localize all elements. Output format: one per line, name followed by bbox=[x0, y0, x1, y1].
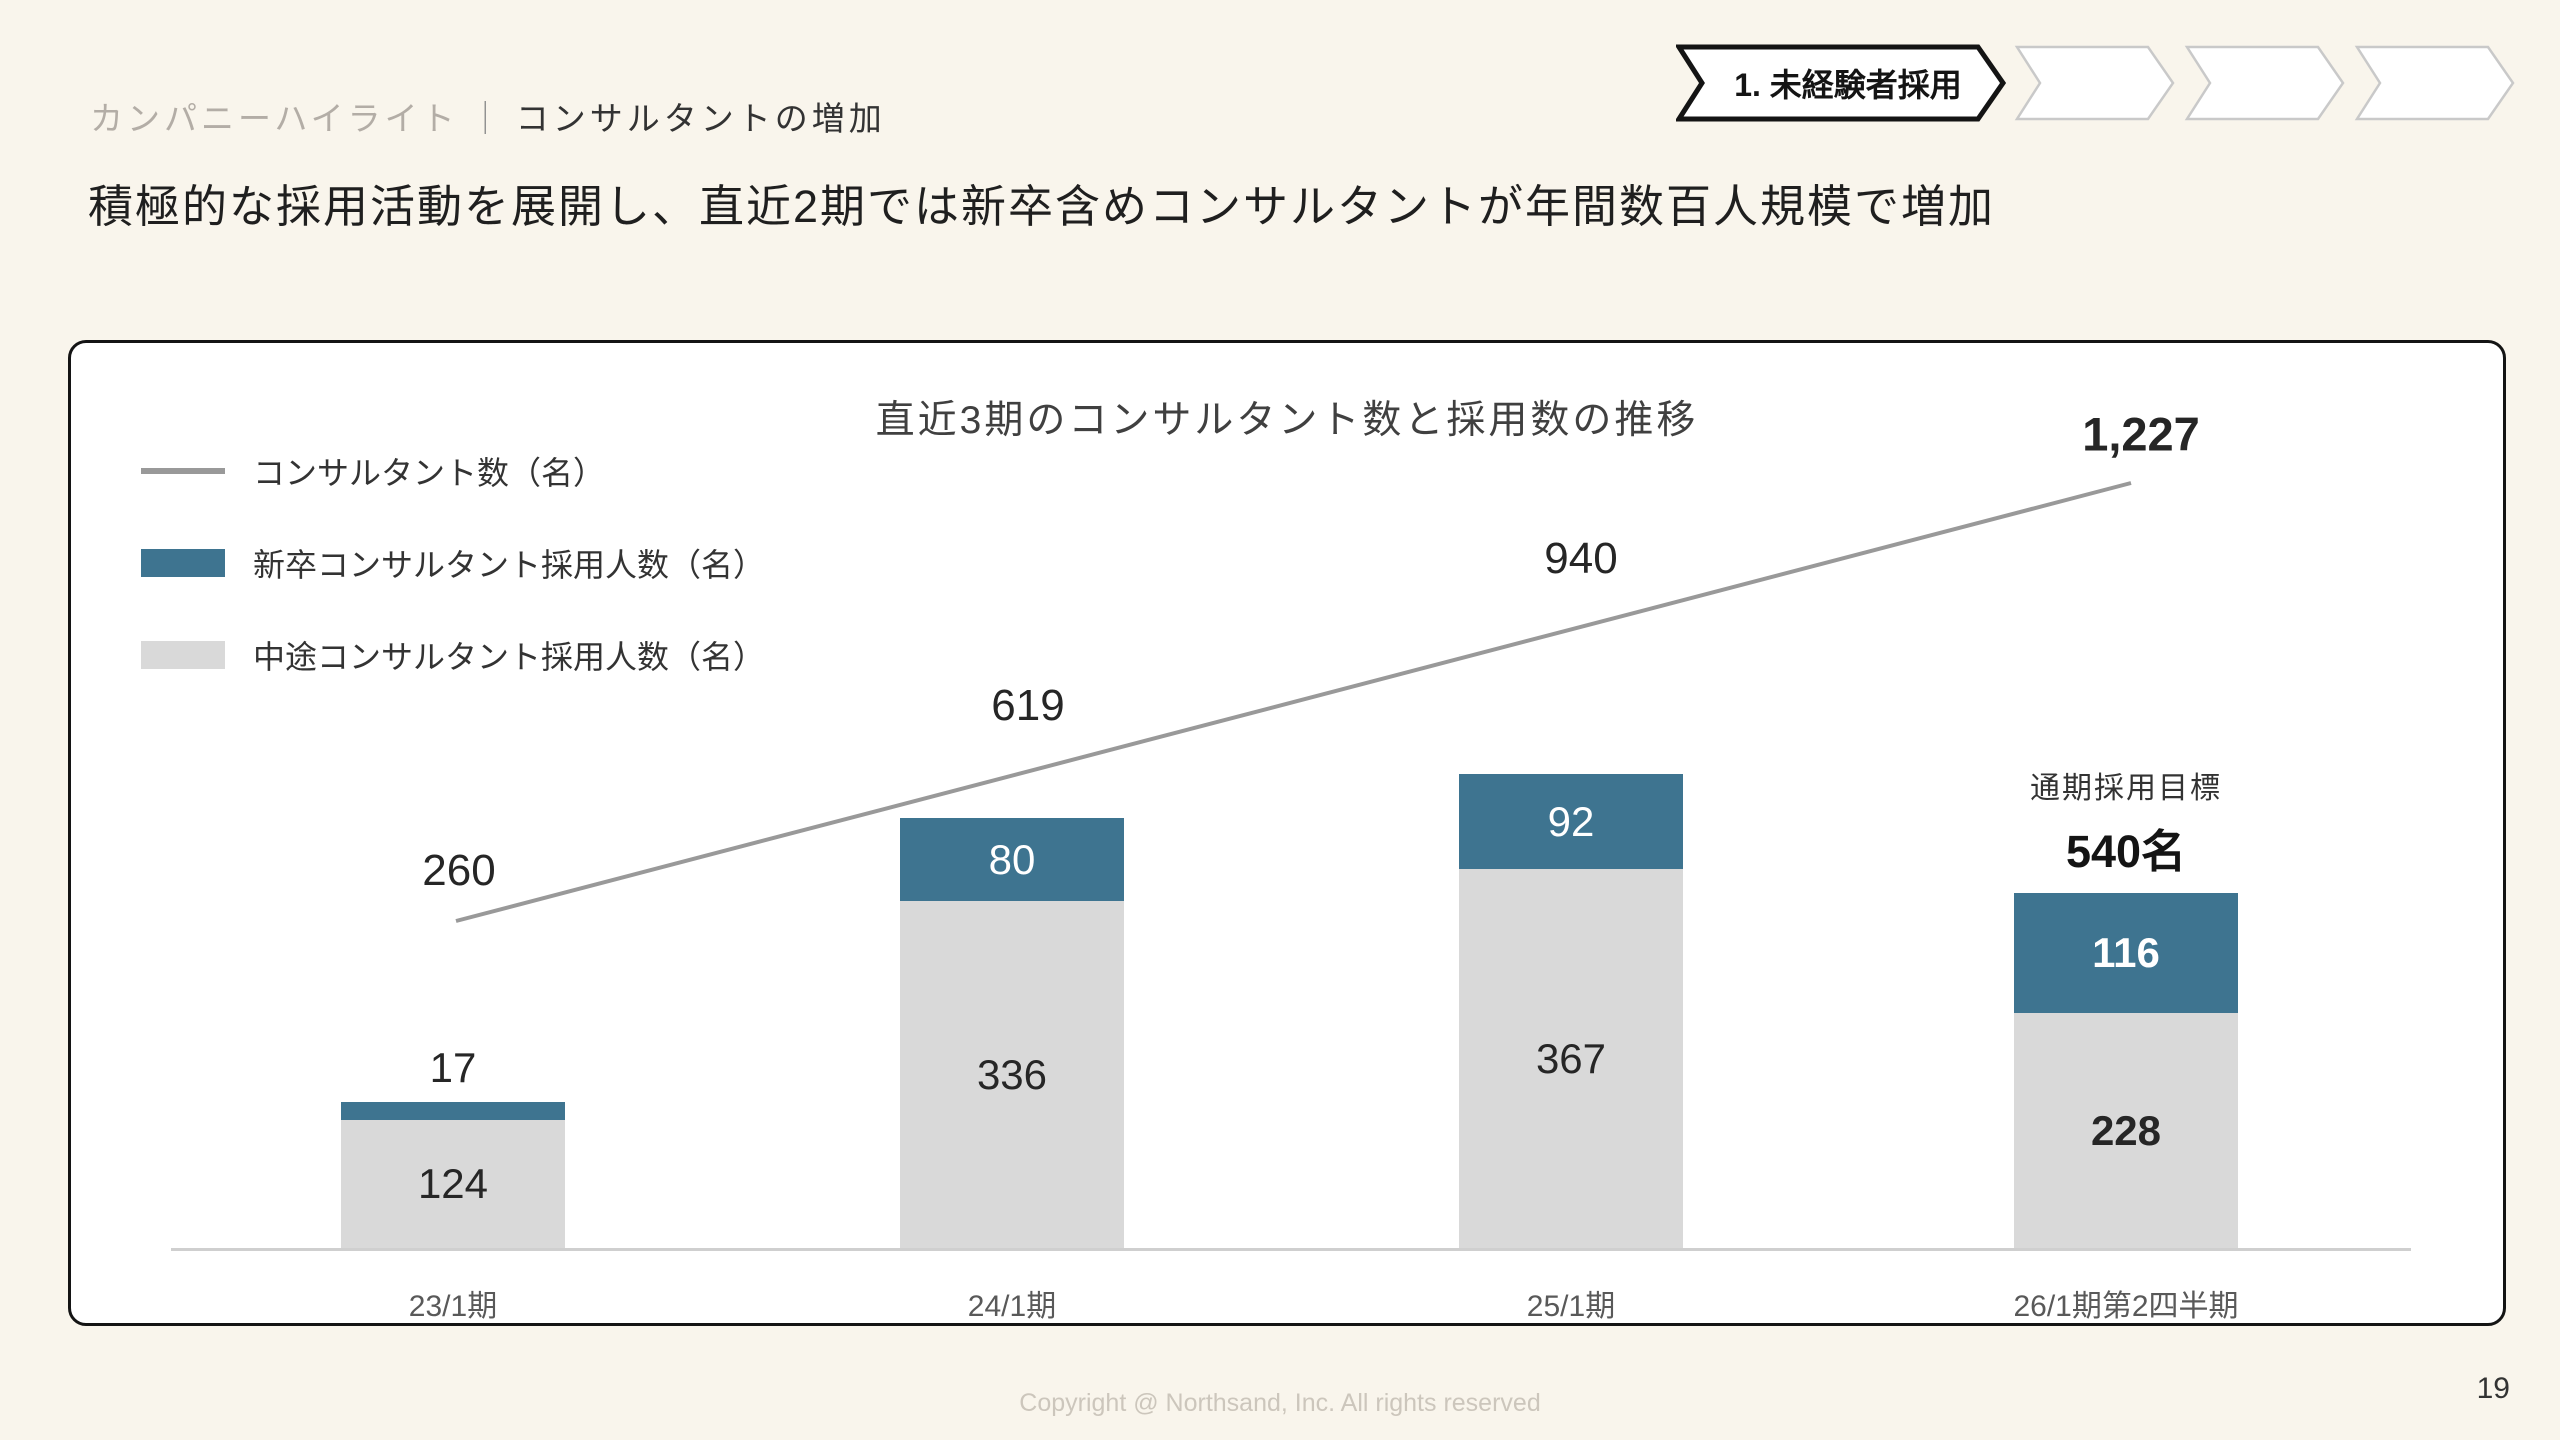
bar-value-label-graduate: 80 bbox=[988, 836, 1036, 883]
bar-value-label-graduate: 17 bbox=[429, 1044, 477, 1091]
trend-value-label: 619 bbox=[991, 681, 1065, 730]
bar-segment-graduate bbox=[1459, 774, 1683, 869]
legend-item: 中途コンサルタント採用人数（名） bbox=[141, 609, 765, 701]
page-number: 19 bbox=[2476, 1372, 2510, 1405]
process-steps: 1. 未経験者採用 bbox=[1674, 44, 2516, 122]
bar-segment-graduate bbox=[2014, 893, 2238, 1013]
slide-header: カンパニーハイライト｜コンサルタントの増加 bbox=[90, 92, 886, 140]
legend-midcareer-swatch bbox=[141, 641, 225, 669]
bar-segment-midcareer bbox=[2014, 1013, 2238, 1248]
legend-item: 新卒コンサルタント採用人数（名） bbox=[141, 517, 765, 609]
chevron-shape-icon bbox=[2354, 45, 2515, 121]
bar-segment-midcareer bbox=[1459, 869, 1683, 1248]
chart-legend: コンサルタント数（名） 新卒コンサルタント採用人数（名） 中途コンサルタント採用人数… bbox=[141, 425, 765, 701]
x-axis-label: 23/1期 bbox=[408, 1290, 498, 1323]
x-axis-label: 25/1期 bbox=[1526, 1290, 1616, 1323]
header-separator: ｜ bbox=[468, 100, 506, 137]
bar-segment-graduate bbox=[900, 818, 1124, 901]
annotation-value: 540名 bbox=[2065, 826, 2187, 877]
legend-label: コンサルタント数（名） bbox=[253, 455, 606, 491]
annotation-title: 通期採用目標 bbox=[2030, 772, 2222, 805]
trend-value-label: 1,227 bbox=[2082, 407, 2200, 461]
x-axis-label: 24/1期 bbox=[967, 1290, 1057, 1323]
chevron-shape-icon bbox=[1674, 44, 2007, 122]
chart-title: 直近3期のコンサルタント数と採用数の推移 bbox=[875, 399, 1699, 442]
bar-value-label-midcareer: 228 bbox=[2090, 1107, 2162, 1154]
bar-value-label-graduate: 92 bbox=[1547, 798, 1595, 845]
header-title: コンサルタントの増加 bbox=[515, 100, 886, 137]
x-axis-line bbox=[171, 1248, 2411, 1251]
legend-label: 新卒コンサルタント採用人数（名） bbox=[253, 547, 766, 583]
step-chevron bbox=[2014, 44, 2176, 122]
target-annotation: 通期採用目標 540名 bbox=[2030, 763, 2222, 880]
legend-graduate-swatch bbox=[141, 549, 225, 577]
step-chevron bbox=[2184, 44, 2346, 122]
bar-segment-midcareer bbox=[341, 1120, 565, 1248]
bar-value-label-midcareer: 124 bbox=[417, 1160, 489, 1207]
bar-value-label-midcareer: 336 bbox=[976, 1051, 1048, 1098]
header-category: カンパニーハイライト bbox=[90, 100, 459, 137]
chart-card: 直近3期のコンサルタント数と採用数の推移 コンサルタント数（名） 新卒コンサルタン… bbox=[68, 340, 2506, 1326]
legend-line-swatch bbox=[141, 468, 225, 474]
footer-copyright: Copyright @ Northsand, Inc. All rights r… bbox=[1019, 1389, 1541, 1417]
legend-item: コンサルタント数（名） bbox=[141, 425, 765, 517]
step-label: 1. 未経験者採用 bbox=[1734, 67, 1962, 103]
headline: 積極的な採用活動を展開し、直近2期では新卒含めコンサルタントが年間数百人規模で増… bbox=[88, 181, 1996, 232]
chevron-shape-icon bbox=[2184, 45, 2345, 121]
trend-value-label: 260 bbox=[422, 846, 496, 895]
trend-line bbox=[455, 481, 2132, 923]
step-chevron bbox=[2354, 44, 2516, 122]
legend-label: 中途コンサルタント採用人数（名） bbox=[253, 639, 766, 675]
bar-value-label-midcareer: 367 bbox=[1535, 1035, 1607, 1082]
bar-segment-midcareer bbox=[900, 901, 1124, 1248]
trend-line-svg bbox=[455, 481, 2132, 923]
bar-segment-graduate bbox=[341, 1102, 565, 1120]
trend-value-label: 940 bbox=[1544, 534, 1618, 583]
bar-value-label-graduate: 116 bbox=[2092, 929, 2160, 976]
x-axis-label: 26/1期第2四半期 bbox=[2013, 1290, 2239, 1323]
step-chevron-active: 1. 未経験者採用 bbox=[1674, 44, 2007, 122]
chevron-shape-icon bbox=[2014, 45, 2175, 121]
